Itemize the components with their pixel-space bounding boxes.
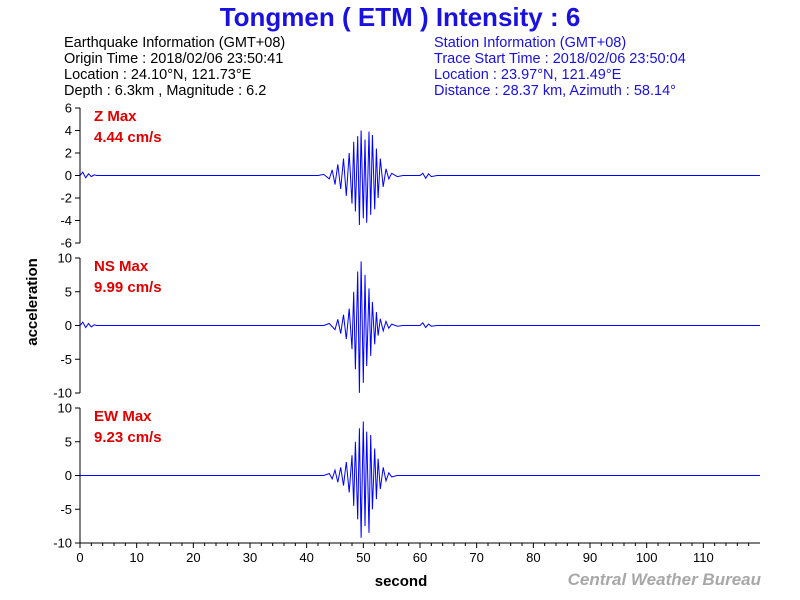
epicenter-location: Location : 24.10°N, 121.73°E xyxy=(64,67,252,83)
z-y-tick-label: 4 xyxy=(65,123,72,138)
ns-y-tick-label: -5 xyxy=(60,352,72,367)
x-tick-label: 110 xyxy=(693,550,714,565)
z-y-tick-label: 0 xyxy=(65,168,72,183)
z-y-tick-label: 2 xyxy=(65,146,72,161)
x-tick-label: 0 xyxy=(76,550,83,565)
z-y-tick-label: 6 xyxy=(65,101,72,116)
ns-trace xyxy=(79,261,760,393)
z-y-tick-label: -6 xyxy=(60,236,72,251)
station-info: Station Information (GMT+08) Trace Start… xyxy=(434,35,686,99)
ew-trace xyxy=(80,421,760,538)
ew-y-tick-label: 0 xyxy=(65,468,72,483)
origin-time: Origin Time : 2018/02/06 23:50:41 xyxy=(64,51,284,67)
z-max-value: 4.44 cm/s xyxy=(94,129,162,146)
ns-y-tick-label: -10 xyxy=(53,386,72,401)
x-tick-label: 70 xyxy=(469,550,483,565)
z-y-tick-label: -2 xyxy=(60,191,72,206)
x-tick-label: 40 xyxy=(299,550,313,565)
earthquake-info-heading: Earthquake Information (GMT+08) xyxy=(64,35,286,51)
ns-max-label: NS Max xyxy=(94,258,149,275)
x-axis-label: second xyxy=(375,573,428,590)
station-location: Location : 23.97°N, 121.49°E xyxy=(434,67,622,83)
y-axis-label: acceleration xyxy=(24,258,41,346)
x-tick-label: 80 xyxy=(526,550,540,565)
trace-start-time: Trace Start Time : 2018/02/06 23:50:04 xyxy=(434,51,686,67)
ew-y-tick-label: -10 xyxy=(53,536,72,551)
x-tick-label: 10 xyxy=(129,550,143,565)
x-tick-label: 50 xyxy=(356,550,370,565)
credit-label: Central Weather Bureau xyxy=(567,570,761,589)
depth-magnitude: Depth : 6.3km , Magnitude : 6.2 xyxy=(64,83,267,99)
ew-max-label: EW Max xyxy=(94,408,152,425)
ew-y-tick-label: -5 xyxy=(60,502,72,517)
ew-y-tick-label: 5 xyxy=(65,434,72,449)
ns-panel: 10 5 0 -5 -10 NS Max 9.99 cm/s xyxy=(53,251,760,401)
x-tick-label: 90 xyxy=(583,550,597,565)
z-max-label: Z Max xyxy=(94,108,137,125)
ew-y-tick-label: 10 xyxy=(58,401,72,416)
earthquake-info: Earthquake Information (GMT+08) Origin T… xyxy=(64,35,285,99)
ns-y-tick-label: 0 xyxy=(65,318,72,333)
z-panel: 6 4 2 0 -2 -4 -6 Z Max 4.44 cm/s xyxy=(60,101,760,251)
station-info-heading: Station Information (GMT+08) xyxy=(434,35,627,51)
ew-max-value: 9.23 cm/s xyxy=(94,429,162,446)
ns-y-tick-label: 5 xyxy=(65,284,72,299)
z-trace xyxy=(79,130,760,226)
x-tick-label: 100 xyxy=(636,550,658,565)
distance-azimuth: Distance : 28.37 km, Azimuth : 58.14° xyxy=(434,83,676,99)
x-tick-label: 20 xyxy=(186,550,200,565)
x-tick-label: 60 xyxy=(413,550,427,565)
z-y-tick-label: -4 xyxy=(60,213,72,228)
chart-title: Tongmen ( ETM ) Intensity : 6 xyxy=(219,2,581,32)
ns-y-tick-label: 10 xyxy=(58,251,72,266)
x-tick-label: 30 xyxy=(243,550,257,565)
ns-max-value: 9.99 cm/s xyxy=(94,279,162,296)
